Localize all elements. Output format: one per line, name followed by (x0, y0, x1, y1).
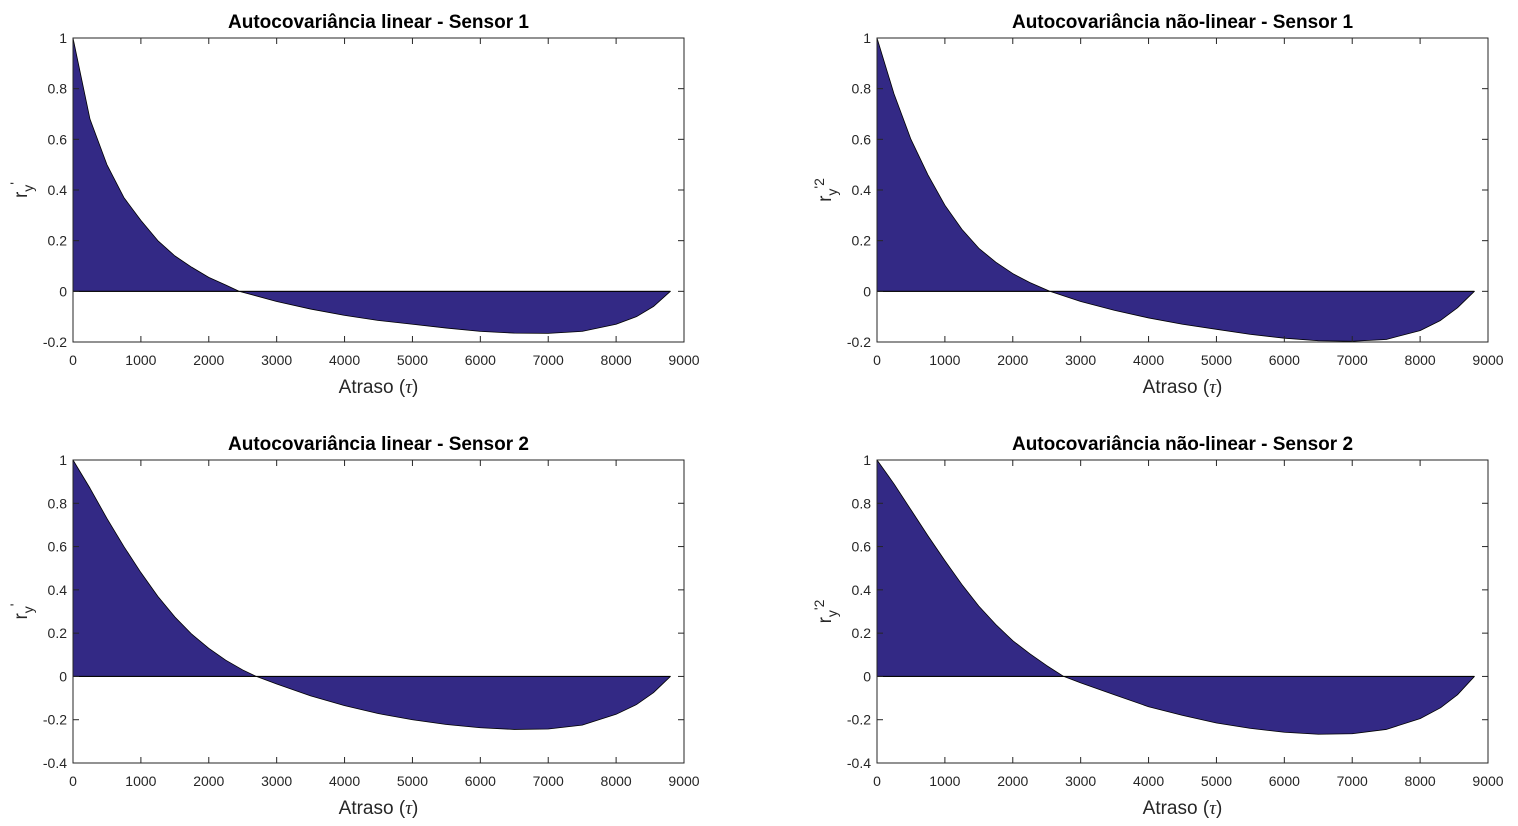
x-tick-label: 5000 (1201, 773, 1232, 789)
x-tick-label: 8000 (601, 352, 632, 368)
x-tick-label: 7000 (1337, 352, 1368, 368)
x-tick-label: 7000 (533, 773, 564, 789)
x-tick-label: 7000 (533, 352, 564, 368)
y-tick-label: 0 (59, 283, 67, 299)
x-tick-label: 5000 (1201, 352, 1232, 368)
y-axis-label: ry'2 (811, 599, 840, 623)
y-tick-label: -0.4 (847, 755, 871, 771)
x-tick-label: 3000 (261, 352, 292, 368)
x-tick-label: 1000 (125, 773, 156, 789)
subplot-1: 0 1000 2000 3000 4000 5000 6000 7000 8000 9000 -0.… (7, 12, 700, 398)
y-tick-label: 0.2 (852, 233, 872, 249)
x-tick-label: 6000 (465, 773, 496, 789)
x-tick-label: 7000 (1337, 773, 1368, 789)
x-axis-label: Atraso (τ) (339, 377, 419, 398)
x-tick-label: 5000 (397, 352, 428, 368)
x-axis-label: Atraso (τ) (339, 798, 419, 819)
y-axis-label: ry' (7, 182, 36, 198)
x-tick-label: 2000 (193, 773, 224, 789)
x-tick-label: 4000 (329, 352, 360, 368)
x-tick-label: 4000 (329, 773, 360, 789)
y-tick-label: 1 (863, 30, 871, 46)
area-series (72, 37, 671, 334)
x-tick-label: 0 (69, 773, 77, 789)
chart-title: Autocovariância linear - Sensor 1 (228, 12, 529, 33)
y-axis-label: ry' (7, 603, 36, 619)
chart-title: Autocovariância não-linear - Sensor 2 (1012, 434, 1353, 455)
y-tick-label: 0 (863, 283, 871, 299)
x-tick-label: 0 (69, 352, 77, 368)
y-tick-label: 1 (59, 30, 67, 46)
chart-title: Autocovariância não-linear - Sensor 1 (1012, 12, 1353, 33)
x-tick-label: 4000 (1133, 773, 1164, 789)
y-tick-label: 0.4 (48, 582, 68, 598)
x-axis-label: Atraso (τ) (1143, 798, 1223, 819)
y-tick-label: 0.8 (48, 495, 68, 511)
x-tick-label: 2000 (193, 352, 224, 368)
x-tick-label: 6000 (1269, 352, 1300, 368)
x-axis-label: Atraso (τ) (1143, 377, 1223, 398)
axes-box (876, 459, 1489, 764)
y-tick-label: -0.2 (43, 334, 67, 350)
x-tick-label: 8000 (1405, 352, 1436, 368)
x-tick-label: 9000 (668, 773, 699, 789)
y-tick-label: 0 (863, 668, 871, 684)
y-tick-label: 0.8 (852, 495, 872, 511)
y-tick-label: 0.4 (48, 182, 68, 198)
y-tick-label: 0.2 (852, 625, 872, 641)
y-tick-label: 0 (59, 668, 67, 684)
x-tick-label: 0 (873, 773, 881, 789)
area-series (876, 37, 1475, 342)
y-tick-label: -0.2 (43, 712, 67, 728)
x-tick-label: 9000 (1472, 352, 1503, 368)
y-tick-label: -0.2 (847, 334, 871, 350)
y-tick-label: 0.2 (48, 233, 68, 249)
subplot-4: 0 1000 2000 3000 4000 5000 6000 7000 8000 9000 -0.… (811, 434, 1504, 819)
area-series (876, 459, 1475, 735)
x-tick-label: 9000 (668, 352, 699, 368)
subplot-2: 0 1000 2000 3000 4000 5000 6000 7000 8000 9000 -0.… (811, 12, 1504, 398)
x-tick-label: 3000 (1065, 773, 1096, 789)
y-tick-label: 0.8 (48, 81, 68, 97)
y-tick-label: 0.6 (48, 539, 68, 555)
x-tick-label: 1000 (125, 352, 156, 368)
y-tick-label: 0.6 (48, 131, 68, 147)
area-series (72, 459, 671, 730)
x-tick-label: 2000 (997, 773, 1028, 789)
x-tick-label: 8000 (1405, 773, 1436, 789)
y-tick-label: -0.2 (847, 712, 871, 728)
x-tick-label: 6000 (1269, 773, 1300, 789)
x-tick-label: 9000 (1472, 773, 1503, 789)
y-tick-label: 0.2 (48, 625, 68, 641)
x-tick-label: 4000 (1133, 352, 1164, 368)
x-tick-label: 0 (873, 352, 881, 368)
y-tick-label: 0.4 (852, 182, 872, 198)
chart-title: Autocovariância linear - Sensor 2 (228, 434, 529, 455)
y-tick-label: 0.6 (852, 131, 872, 147)
y-tick-label: 0.6 (852, 539, 872, 555)
x-tick-label: 8000 (601, 773, 632, 789)
y-tick-label: 0.4 (852, 582, 872, 598)
subplot-3: 0 1000 2000 3000 4000 5000 6000 7000 8000 9000 -0.… (7, 434, 700, 819)
y-tick-label: 1 (863, 452, 871, 468)
x-tick-label: 1000 (929, 773, 960, 789)
x-tick-label: 6000 (465, 352, 496, 368)
y-tick-label: 0.8 (852, 81, 872, 97)
y-tick-label: -0.4 (43, 755, 67, 771)
x-tick-label: 1000 (929, 352, 960, 368)
x-tick-label: 3000 (1065, 352, 1096, 368)
x-tick-label: 3000 (261, 773, 292, 789)
x-tick-label: 2000 (997, 352, 1028, 368)
x-tick-label: 5000 (397, 773, 428, 789)
y-axis-label: ry'2 (811, 178, 840, 202)
y-tick-label: 1 (59, 452, 67, 468)
axes-box (72, 459, 685, 764)
